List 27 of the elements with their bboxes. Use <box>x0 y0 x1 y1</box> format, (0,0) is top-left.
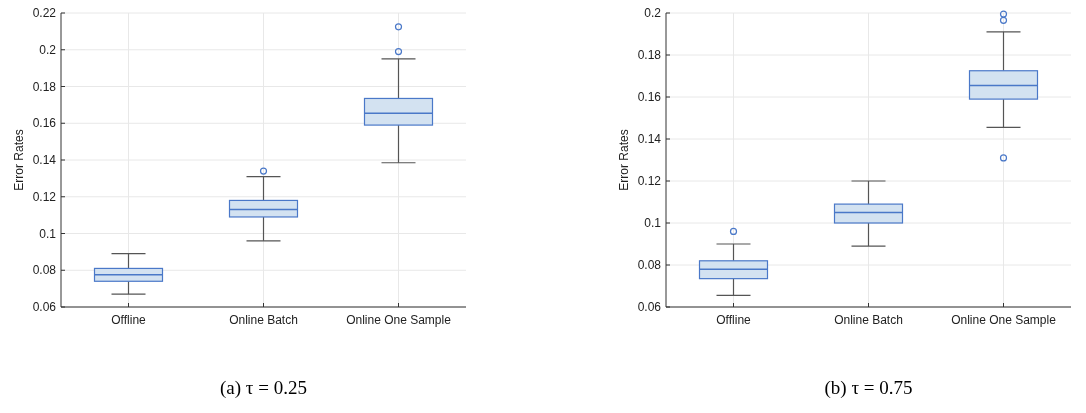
y-axis-title: Error Rates <box>12 129 26 191</box>
y-tick-label: 0.12 <box>637 174 662 189</box>
y-tick-label: 0.14 <box>637 132 662 147</box>
text: (b) τ = 0.75 <box>824 377 913 399</box>
y-tick-label: 0.18 <box>32 79 57 94</box>
y-tick-label: 0.16 <box>32 116 57 131</box>
y-axis-title: Error Rates <box>617 129 631 191</box>
y-tick-label: 0.2 <box>644 6 662 21</box>
y-tick-label: 0.08 <box>32 263 57 278</box>
x-tick-label: Online One Sample <box>346 313 452 327</box>
y-tick-label: 0.18 <box>637 48 662 63</box>
y-tick-label: 0.1 <box>644 216 662 231</box>
y-tick-label: 0.06 <box>32 300 57 315</box>
y-tick-label: 0.08 <box>637 258 662 273</box>
y-tick-label: 0.22 <box>32 6 57 21</box>
x-tick-label: Online Batch <box>229 313 298 327</box>
x-tick-label: Online Batch <box>834 313 903 327</box>
x-tick-label: Offline <box>111 313 147 327</box>
y-tick-label: 0.16 <box>637 90 662 105</box>
y-tick-label: 0.06 <box>637 300 662 315</box>
y-tick-label: 0.12 <box>32 189 57 204</box>
x-tick-label: Offline <box>716 313 752 327</box>
y-tick-label: 0.2 <box>39 42 57 57</box>
y-tick-label: 0.1 <box>39 226 57 241</box>
y-tick-label: 0.14 <box>32 153 57 168</box>
x-tick-label: Online One Sample <box>951 313 1057 327</box>
text: (a) τ = 0.25 <box>220 377 307 399</box>
